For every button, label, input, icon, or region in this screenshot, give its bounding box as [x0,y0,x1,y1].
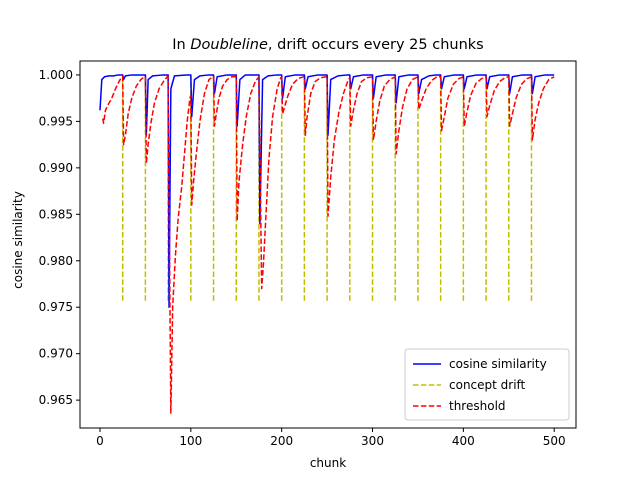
x-tick-label: 400 [452,434,475,448]
legend: cosine similarity concept drift threshold [404,348,570,421]
x-tick-label: 100 [179,434,202,448]
x-tick-label: 500 [543,434,566,448]
y-tick-label: 0.985 [39,207,73,221]
series-layer [99,74,555,414]
axes-frame [79,60,577,429]
x-tick-label: 300 [361,434,384,448]
y-tick-label: 0.990 [39,161,73,175]
y-tick-label: 0.980 [39,254,73,268]
y-axis-title: cosine similarity [11,191,25,289]
chart-title: In Doubleline, drift occurs every 25 chu… [172,37,483,53]
legend-label: threshold [449,399,506,413]
x-tick-label: 200 [270,434,293,448]
threshold-line [101,76,555,414]
y-tick-label: 0.965 [39,393,73,407]
y-tick-label: 0.995 [39,114,73,128]
legend-label: cosine similarity [449,357,547,371]
x-axis-ticks: 0 100 200 300 400 500 [96,428,566,448]
y-axis-ticks: 0.965 0.970 0.975 0.980 0.985 0.990 0.995 1.000 [39,68,80,407]
cosine-similarity-line [99,74,555,308]
legend-label: concept drift [449,378,526,392]
y-tick-label: 0.970 [39,347,73,361]
y-tick-label: 0.975 [39,300,73,314]
y-tick-label: 1.000 [39,68,73,82]
plot-area [99,74,555,414]
legend-frame [404,348,570,421]
x-axis-title: chunk [310,456,346,470]
x-tick-label: 0 [96,434,104,448]
